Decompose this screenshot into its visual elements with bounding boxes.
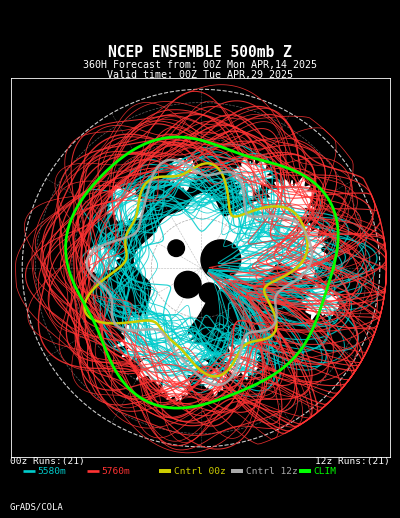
Polygon shape xyxy=(270,223,328,280)
Polygon shape xyxy=(161,375,189,400)
Text: 5580m: 5580m xyxy=(38,467,66,476)
Text: 360H Forecast from: 00Z Mon APR,14 2025: 360H Forecast from: 00Z Mon APR,14 2025 xyxy=(83,60,317,70)
Text: Valid time: 00Z Tue APR,29 2025: Valid time: 00Z Tue APR,29 2025 xyxy=(107,69,293,80)
Polygon shape xyxy=(84,244,120,275)
Polygon shape xyxy=(136,312,215,390)
Polygon shape xyxy=(231,157,273,202)
Polygon shape xyxy=(265,177,316,232)
Circle shape xyxy=(199,283,219,303)
Text: GrADS/COLA: GrADS/COLA xyxy=(10,502,64,511)
Polygon shape xyxy=(200,368,226,396)
Circle shape xyxy=(201,240,241,280)
Text: 5760m: 5760m xyxy=(102,467,130,476)
Text: 00z Runs:(21): 00z Runs:(21) xyxy=(10,456,85,466)
Text: NCEP ENSEMBLE 500mb Z: NCEP ENSEMBLE 500mb Z xyxy=(108,46,292,60)
Text: 12z Runs:(21): 12z Runs:(21) xyxy=(315,456,390,466)
Polygon shape xyxy=(114,311,171,361)
Polygon shape xyxy=(107,185,144,225)
Circle shape xyxy=(174,271,201,298)
Polygon shape xyxy=(167,159,201,191)
Polygon shape xyxy=(302,284,340,320)
Circle shape xyxy=(168,240,184,256)
Polygon shape xyxy=(224,336,262,380)
Text: Cntrl 12z: Cntrl 12z xyxy=(246,467,297,476)
Text: CLIM: CLIM xyxy=(314,467,337,476)
Text: Cntrl 00z: Cntrl 00z xyxy=(174,467,225,476)
Polygon shape xyxy=(134,193,300,344)
